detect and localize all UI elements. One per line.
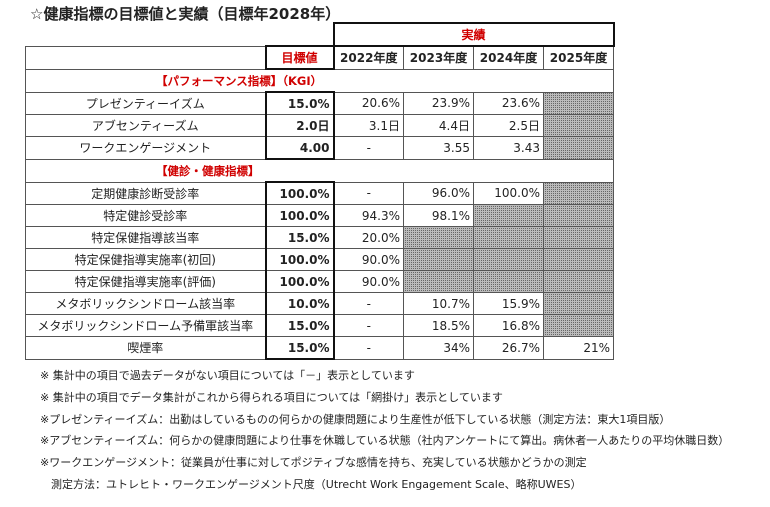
actual-value: 21%	[543, 336, 614, 360]
target-value: 15.0%	[264, 91, 335, 115]
shaded-cell	[473, 248, 544, 271]
table-row: 特定保健指導該当率 15.0% 20.0%	[25, 226, 614, 249]
table-row: プレゼンティーイズム 15.0% 20.6% 23.9% 23.6%	[25, 91, 614, 115]
shaded-cell	[543, 314, 614, 337]
target-value: 2.0日	[264, 114, 335, 137]
year-header: 2022年度	[333, 45, 404, 70]
actual-value: 10.7%	[403, 292, 474, 315]
shaded-cell	[543, 91, 614, 115]
shaded-cell	[473, 226, 544, 249]
actual-header: 実績	[332, 22, 615, 47]
actual-value: -	[333, 181, 404, 205]
target-value: 15.0%	[264, 226, 335, 249]
page-title: ☆健康指標の目標値と実績（目標年2028年）	[30, 5, 341, 23]
actual-value: 3.1日	[333, 114, 404, 137]
year-header: 2025年度	[543, 45, 614, 70]
actual-value: 23.6%	[473, 91, 544, 115]
indicator-name: メタボリックシンドローム該当率	[25, 292, 266, 315]
actual-value: 98.1%	[403, 204, 474, 227]
actual-value: 90.0%	[333, 248, 404, 271]
section-label: 【パフォーマンス指標】（KGI）	[25, 68, 614, 93]
table-row: アブセンティーズム 2.0日 3.1日 4.4日 2.5日	[25, 114, 614, 137]
actual-value: 2.5日	[473, 114, 544, 137]
shaded-cell	[543, 181, 614, 205]
shaded-cell	[403, 270, 474, 293]
shaded-cell	[543, 248, 614, 271]
indicator-name: ワークエンゲージメント	[25, 136, 266, 160]
table-row: ワークエンゲージメント 4.00-3.55 3.43	[25, 136, 614, 160]
table-row: 特定保健指導実施率(初回) 100.0% 90.0%	[25, 248, 614, 271]
actual-value: 18.5%	[403, 314, 474, 337]
actual-value: 23.9%	[403, 91, 474, 115]
actual-value: 34%	[403, 336, 474, 360]
actual-value: -	[333, 314, 404, 337]
section-row: 【パフォーマンス指標】（KGI）	[25, 68, 614, 93]
actual-value: -	[333, 136, 404, 160]
table-row: メタボリックシンドローム予備軍該当率 15.0% -18.5% 16.8%	[25, 314, 614, 337]
shaded-cell	[473, 270, 544, 293]
indicator-name: 特定保健指導該当率	[25, 226, 266, 249]
shaded-cell	[403, 248, 474, 271]
header-row-actual: 実績	[26, 22, 615, 47]
target-value: 100.0%	[264, 270, 335, 293]
table-row: 特定健診受診率 100.0% 94.3% 98.1%	[25, 204, 614, 227]
actual-value: 16.8%	[473, 314, 544, 337]
actual-value: -	[333, 292, 404, 315]
year-header: 2024年度	[473, 45, 544, 70]
indicator-name: 特定保健指導実施率(初回)	[25, 248, 266, 271]
shaded-cell	[543, 270, 614, 293]
target-value: 100.0%	[264, 204, 335, 227]
actual-value: 3.55	[403, 136, 474, 160]
note-line: ※ 集計中の項目で過去データがない項目については「－」表示としています	[40, 369, 415, 382]
notes: ※ 集計中の項目で過去データがない項目については「－」表示としています ※ 集計中…	[40, 365, 729, 496]
note-line: ※ 集計中の項目でデータ集計がこれから得られる項目については「網掛け」表示として…	[40, 390, 503, 404]
actual-value: 20.0%	[333, 226, 404, 249]
indicator-name: プレゼンティーイズム	[25, 91, 266, 115]
actual-value: 26.7%	[473, 336, 544, 360]
shaded-cell	[543, 204, 614, 227]
actual-value: 4.4日	[403, 114, 474, 137]
target-value: 15.0%	[264, 314, 335, 337]
actual-value: 90.0%	[333, 270, 404, 293]
table-row: 喫煙率 15.0% -34% 26.7% 21%	[25, 336, 614, 360]
section-row: 【健診・健康指標】	[25, 158, 614, 183]
actual-value: 94.3%	[333, 204, 404, 227]
table-row: メタボリックシンドローム該当率 10.0% -10.7% 15.9%	[25, 292, 614, 315]
actual-value: 3.43	[473, 136, 544, 160]
shaded-cell	[543, 226, 614, 249]
indicator-name: 特定健診受診率	[25, 204, 266, 227]
shaded-cell	[543, 114, 614, 137]
note-line: ※プレゼンティーイズム：出勤はしているものの何らかの健康問題により生産性が低下し…	[40, 412, 671, 426]
indicator-name: 特定保健指導実施率(評価)	[25, 270, 266, 293]
shaded-cell	[403, 226, 474, 249]
shaded-cell	[543, 292, 614, 315]
actual-value: 100.0%	[473, 181, 544, 205]
actual-value: 20.6%	[333, 91, 404, 115]
indicator-name: メタボリックシンドローム予備軍該当率	[25, 314, 266, 337]
target-value: 10.0%	[264, 292, 335, 315]
table-row: 特定保健指導実施率(評価) 100.0% 90.0%	[25, 270, 614, 293]
section-label: 【健診・健康指標】	[25, 158, 614, 183]
indicator-name: 定期健康診断受診率	[25, 181, 266, 205]
note-line: ※アブセンティーイズム：何らかの健康問題により仕事を休職している状態（社内アンケ…	[40, 434, 730, 448]
target-value: 4.00	[264, 136, 335, 160]
indicator-name: アブセンティーズム	[25, 114, 266, 137]
indicator-name: 喫煙率	[25, 336, 266, 360]
note-line: 測定方法：ユトレヒト・ワークエンゲージメント尺度（Utrecht Work En…	[40, 477, 582, 491]
health-indicators-table: 実績 目標値 2022年度 2023年度 2024年度 2025年度 【パフォー…	[25, 22, 615, 360]
table-row: 定期健康診断受診率 100.0% -96.0% 100.0%	[25, 181, 614, 205]
target-value: 100.0%	[264, 181, 335, 205]
target-value: 15.0%	[264, 336, 335, 360]
actual-value: -	[333, 336, 404, 360]
note-line: ※ワークエンゲージメント：従業員が仕事に対してポジティブな感情を持ち、充実してい…	[40, 456, 587, 470]
actual-value: 96.0%	[403, 181, 474, 205]
shaded-cell	[543, 136, 614, 160]
target-value: 100.0%	[264, 248, 335, 271]
year-header: 2023年度	[403, 45, 474, 70]
target-header: 目標値	[264, 45, 335, 70]
header-row-years: 目標値 2022年度 2023年度 2024年度 2025年度	[25, 45, 614, 70]
actual-value: 15.9%	[473, 292, 544, 315]
shaded-cell	[473, 204, 544, 227]
